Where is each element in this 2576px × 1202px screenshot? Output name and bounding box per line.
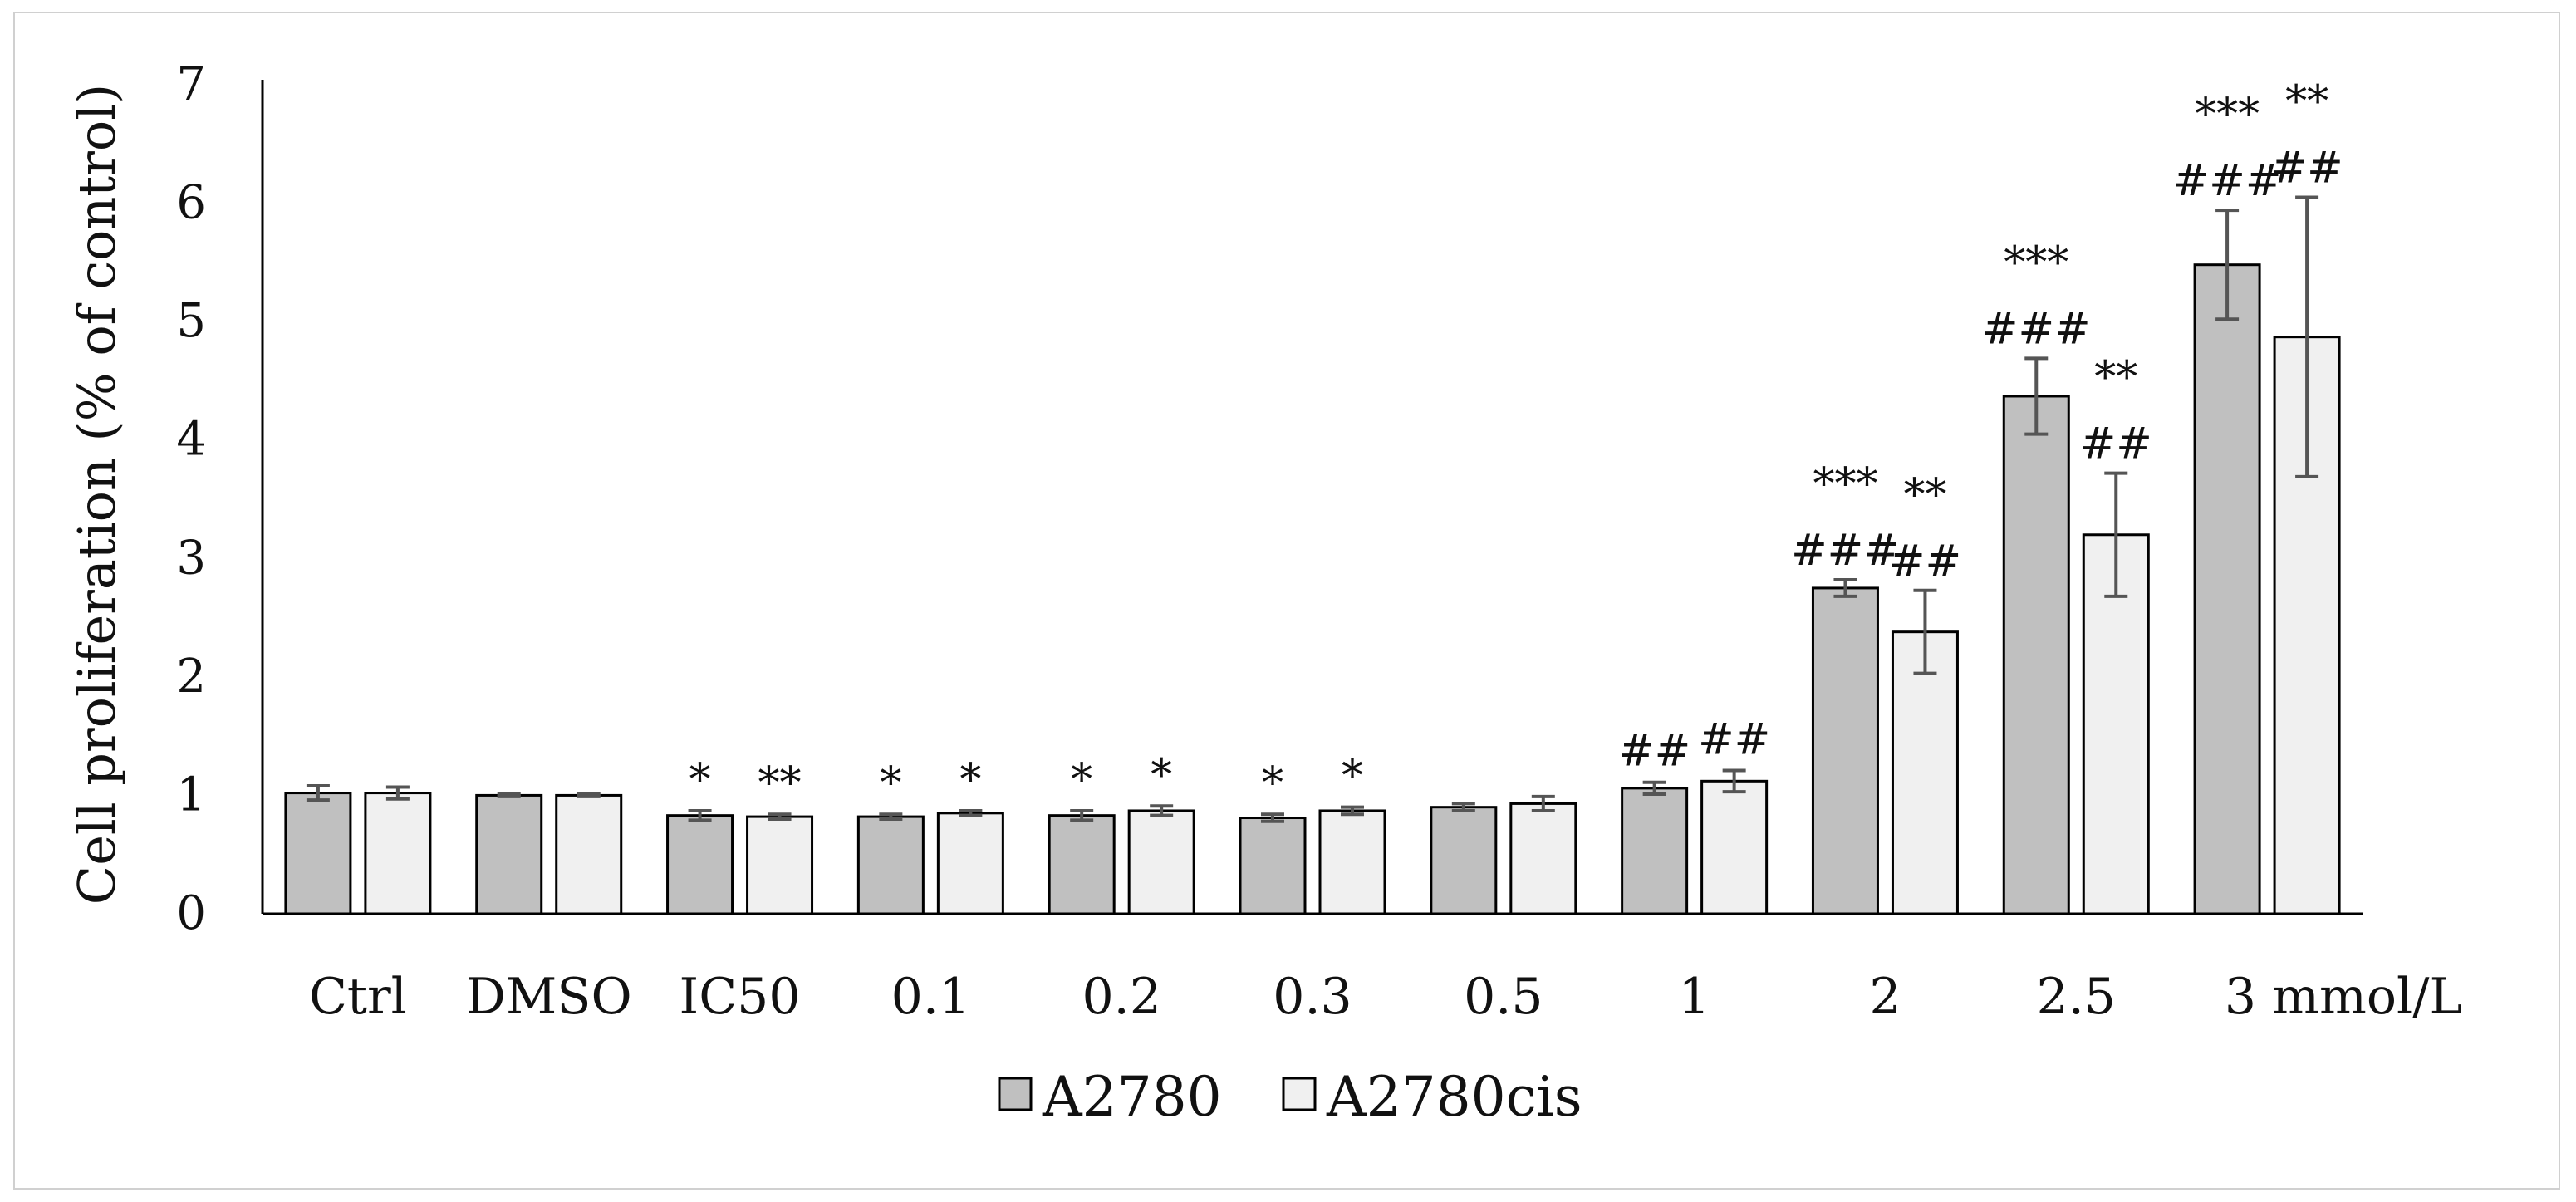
y-tick-labels: 0 1 2 3 4 5 6 7 — [176, 57, 206, 940]
x-tick-label: 0.2 — [1082, 968, 1160, 1026]
x-tick-label: 3 mmol/L — [2225, 968, 2462, 1026]
bar-a2780-8 — [1811, 586, 1879, 915]
y-tick-label: 1 — [176, 768, 206, 822]
annotation-star: *** — [2004, 238, 2068, 287]
bar-a2780cis-7 — [1700, 779, 1769, 915]
annotation-star: ** — [2094, 353, 2137, 403]
bar-a2780cis-3 — [936, 812, 1004, 915]
annotation-star: * — [689, 755, 711, 805]
annotation-star: ** — [1903, 470, 1946, 520]
bar-a2780cis-4 — [1127, 809, 1195, 915]
x-tick-label: 1 — [1679, 968, 1710, 1026]
bar-a2780-10 — [2193, 263, 2261, 915]
y-tick-label: 0 — [176, 886, 206, 940]
bar-a2780-7 — [1621, 787, 1689, 915]
annotation-hash: ### — [1982, 304, 2091, 354]
y-tick-label: 7 — [176, 57, 206, 111]
annotation-star: *** — [1813, 459, 1877, 509]
bars — [284, 263, 2341, 915]
x-tick-label: Ctrl — [309, 968, 407, 1026]
y-tick-label: 2 — [176, 650, 206, 704]
annotation-star: * — [1071, 755, 1092, 805]
x-tick-labels: Ctrl DMSO IC50 0.1 0.2 0.3 0.5 1 2 2.5 3 mmol/L — [309, 968, 2462, 1026]
annotation-star: *** — [2195, 90, 2260, 140]
bar-a2780-9 — [2002, 395, 2070, 915]
annotation-hash: ### — [1791, 526, 1900, 576]
legend-swatch-a2780 — [998, 1077, 1033, 1111]
bar-a2780cis-1 — [555, 793, 623, 915]
annotation-star: ** — [758, 758, 802, 808]
legend-label-a2780cis: A2780cis — [1326, 1065, 1582, 1129]
x-tick-label: 0.3 — [1273, 968, 1352, 1026]
bar-a2780-4 — [1048, 814, 1116, 915]
bar-a2780-3 — [856, 815, 925, 915]
y-tick-label: 4 — [176, 413, 206, 467]
x-tick-label: DMSO — [466, 968, 632, 1026]
bar-a2780-5 — [1239, 817, 1307, 915]
annotation-hash: ## — [2080, 419, 2152, 469]
bar-a2780cis-5 — [1318, 809, 1386, 915]
bar-a2780-6 — [1430, 806, 1498, 915]
annotation-star: * — [1342, 752, 1363, 802]
error-bars — [306, 195, 2319, 823]
y-axis-label: Cell proliferation (% of control) — [66, 84, 127, 905]
x-tick-label: 2.5 — [2037, 968, 2116, 1026]
annotation-star: * — [880, 758, 901, 808]
bar-a2780cis-2 — [746, 815, 814, 915]
y-tick-label: 5 — [176, 294, 206, 348]
annotation-star: * — [1262, 758, 1283, 808]
annotation-star: ** — [2285, 76, 2328, 126]
annotation-hash: ### — [2173, 156, 2282, 206]
bar-a2780-0 — [284, 792, 352, 915]
x-tick-label: IC50 — [680, 968, 801, 1026]
annotation-star: ## — [1618, 727, 1690, 777]
legend: A2780 A2780cis — [998, 1065, 1582, 1129]
y-tick-label: 6 — [176, 176, 206, 230]
annotation-hash: ## — [1889, 537, 1961, 586]
bar-a2780cis-0 — [364, 792, 432, 915]
x-tick-label: 0.5 — [1464, 968, 1543, 1026]
x-tick-label: 2 — [1869, 968, 1901, 1026]
annotation-star: ## — [1698, 714, 1770, 764]
bar-a2780-1 — [475, 793, 543, 915]
x-tick-label: 0.1 — [891, 968, 970, 1026]
legend-label-a2780: A2780 — [1042, 1065, 1222, 1129]
y-tick-label: 3 — [176, 531, 206, 585]
annotation-star: * — [1151, 750, 1172, 800]
annotation-hash: ## — [2271, 143, 2343, 193]
legend-swatch-a2780cis — [1282, 1077, 1317, 1111]
annotation-star: * — [959, 755, 981, 805]
bar-a2780cis-6 — [1509, 802, 1577, 915]
bar-a2780-2 — [666, 814, 734, 915]
significance-annotations: * ** * * * * * * ## #####***##**###***##**###***#… — [689, 76, 2343, 808]
